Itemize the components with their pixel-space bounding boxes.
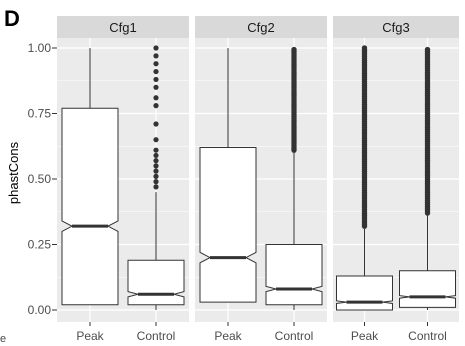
x-tick-label: Control — [137, 329, 176, 343]
y-tick-label: 0.50 — [28, 172, 52, 186]
outlier-point — [153, 53, 159, 59]
facet-strip-label: Cfg3 — [382, 20, 409, 35]
outlier-point — [153, 61, 159, 67]
x-tick-label: Control — [408, 329, 447, 343]
notched-box — [336, 275, 393, 311]
box-peak — [199, 48, 257, 303]
facet-strip-label: Cfg2 — [247, 20, 274, 35]
notched-box — [199, 147, 257, 303]
box-peak — [336, 45, 393, 311]
plot-area: 0.00 0.25 0.50 0.75 1.00 Cfg1 Peak Control Cfg2 P… — [28, 16, 459, 343]
notched-box — [265, 244, 323, 306]
notched-box — [127, 259, 185, 306]
x-tick-label: Peak — [76, 329, 104, 343]
facet-panel-cfg2: Cfg2 Peak Control — [195, 16, 327, 343]
facet-strip-label: Cfg1 — [109, 20, 136, 35]
box-control — [399, 46, 456, 310]
outlier-point — [153, 76, 159, 83]
outlier-point — [153, 184, 159, 190]
outlier-point — [153, 158, 159, 164]
y-tick-label: 0.75 — [28, 107, 52, 121]
y-tick-label: 1.00 — [28, 41, 52, 55]
outlier-point — [153, 45, 159, 51]
outlier-point — [153, 95, 159, 101]
facet-strip — [333, 16, 459, 38]
y-axis-title: phastCons — [6, 141, 21, 204]
y-tick-label: 0.25 — [28, 238, 52, 252]
outlier-point — [153, 137, 159, 143]
outlier-point — [153, 173, 159, 179]
panel-letter: D — [4, 6, 20, 31]
outlier-point — [153, 168, 159, 174]
facet-strip — [195, 16, 327, 38]
facet-panel-cfg1: Cfg1 Peak Control — [57, 16, 189, 343]
outlier-point — [291, 46, 297, 53]
notched-box — [61, 107, 119, 306]
facet-strip — [57, 16, 189, 38]
x-tick-label: Peak — [351, 329, 379, 343]
outlier-point — [153, 84, 159, 90]
x-tick-label: Control — [275, 329, 314, 343]
facet-panel-cfg3: Cfg3 Peak Control — [333, 16, 459, 343]
outlier-point — [424, 46, 431, 53]
box-peak — [61, 48, 119, 306]
cut-off-label: e — [0, 333, 6, 345]
outlier-point — [153, 147, 159, 153]
notched-box — [399, 270, 456, 308]
outlier-point — [153, 152, 159, 159]
box-control — [265, 46, 323, 310]
outlier-point — [153, 68, 159, 75]
outlier-point — [153, 179, 159, 185]
y-tick-label: 0.00 — [28, 303, 52, 317]
outlier-point — [361, 45, 368, 51]
outlier-point — [153, 163, 159, 169]
x-tick-label: Peak — [214, 329, 242, 343]
outlier-point — [153, 121, 159, 127]
box-control — [127, 45, 185, 310]
outlier-point — [153, 103, 159, 109]
